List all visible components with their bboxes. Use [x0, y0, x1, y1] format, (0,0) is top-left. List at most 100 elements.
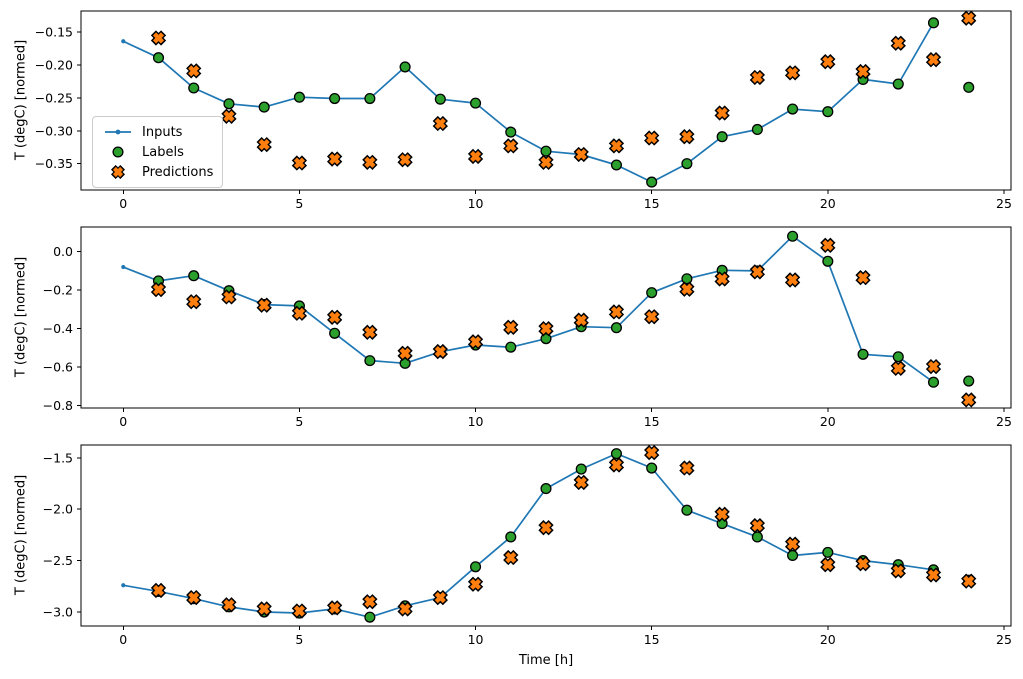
predictions-marker [432, 115, 448, 132]
legend-item-labels: Labels [103, 142, 214, 162]
labels-marker [364, 355, 376, 367]
labels-marker [399, 357, 411, 369]
predictions-marker [397, 345, 413, 361]
labels-marker [681, 158, 693, 170]
predictions-marker [221, 108, 237, 124]
x-tick-label: 15 [644, 632, 660, 647]
predictions-marker [538, 321, 554, 337]
labels-marker [610, 159, 623, 171]
labels-marker [787, 230, 799, 242]
labels-marker [681, 504, 693, 516]
predictions-marker [150, 30, 167, 46]
predictions-marker [150, 582, 167, 599]
inputs-line [122, 235, 934, 383]
labels-marker [540, 145, 552, 157]
labels-marker [927, 376, 940, 388]
inputs-point [121, 39, 126, 44]
predictions-marker [221, 597, 237, 613]
predictions-marker [432, 589, 448, 606]
predictions-marker [855, 269, 871, 286]
predictions-marker [397, 601, 413, 617]
predictions-marker [256, 297, 272, 313]
legend-item-predictions: Predictions [103, 162, 214, 182]
predictions-marker [326, 151, 343, 167]
predictions-marker [608, 304, 625, 320]
predictions-marker [503, 138, 519, 154]
legend-label-labels: Labels [142, 144, 184, 160]
labels-marker [540, 483, 552, 495]
x-tick-label: 10 [468, 632, 484, 647]
labels-marker [152, 52, 165, 64]
y-tick-label: −0.25 [35, 90, 73, 105]
predictions-marker [679, 129, 695, 145]
predictions-marker [820, 54, 836, 70]
predictions-marker [467, 334, 484, 350]
x-tick-label: 15 [644, 414, 660, 429]
predictions-marker [362, 594, 378, 610]
predictions-marker [503, 319, 519, 335]
labels-marker [293, 91, 305, 103]
predictions-marker [256, 601, 272, 617]
y-tick-label: −0.35 [35, 156, 73, 171]
inputs-line [123, 452, 934, 619]
x-tick-label: 25 [996, 414, 1012, 429]
subplot-2: 0 5 10 15 20 25 0.0 −0.2 −0.4 −0.6 −0.8 [43, 226, 1012, 429]
predictions-marker [186, 589, 202, 606]
labels-marker [364, 92, 376, 105]
predictions-marker [362, 324, 378, 340]
labels-marker [822, 546, 834, 558]
y-tick-label: −0.4 [43, 321, 73, 336]
predictions-marker [538, 520, 554, 536]
legend-label-predictions: Predictions [142, 164, 214, 180]
predictions-marker [608, 457, 625, 473]
labels-marker [505, 126, 517, 138]
labels-marker [610, 322, 623, 334]
y-tick-label: −0.8 [43, 398, 73, 413]
y-tick-label: −0.15 [35, 25, 73, 40]
predictions-marker [820, 237, 836, 253]
y-tick-label: −3.0 [43, 605, 73, 620]
labels-marker [505, 341, 517, 353]
line-dot-marker-icon [103, 125, 133, 139]
labels-marker [927, 17, 940, 29]
labels-marker [505, 531, 517, 543]
labels-marker [258, 101, 270, 113]
x-tick-label: 5 [295, 414, 303, 429]
labels-marker [610, 448, 623, 460]
predictions-marker [538, 154, 554, 171]
x-tick-label: 0 [119, 196, 127, 211]
subplot-1: 0 5 10 15 20 25 −0.15 −0.20 −0.25 −0.30 −0.35 [35, 10, 1012, 211]
labels-marker [399, 61, 411, 73]
predictions-marker [186, 63, 202, 79]
labels-marker [329, 327, 341, 339]
predictions-marker [855, 556, 871, 572]
y-tick-label: −0.6 [43, 360, 73, 375]
y-axis-label-subplot-3: T (degC) [normed] [13, 474, 29, 596]
predictions-marker [573, 312, 589, 328]
labels-marker [646, 462, 658, 474]
subplot-3: 0 5 10 15 20 25 −1.5 −2.0 −2.5 −3.0 [43, 444, 1012, 647]
x-tick-label: 25 [996, 632, 1012, 647]
predictions-marker [573, 474, 589, 491]
y-tick-label: −2.0 [43, 502, 73, 517]
predictions-marker [644, 130, 660, 146]
labels-marker [857, 348, 869, 360]
predictions-marker [749, 69, 766, 86]
predictions-marker [890, 35, 906, 51]
labels-marker [469, 561, 482, 573]
predictions-marker [150, 281, 167, 298]
predictions-marker [608, 138, 625, 154]
labels-marker [575, 463, 587, 475]
x-tick-label: 20 [820, 196, 836, 211]
predictions-marker [467, 148, 484, 165]
y-axis-label-subplot-2: T (degC) [normed] [13, 256, 29, 378]
labels-marker [963, 375, 975, 387]
predictions-marker [784, 272, 801, 288]
x-tick-label: 10 [468, 196, 484, 211]
predictions-marker [925, 52, 942, 68]
predictions-marker [679, 281, 695, 297]
predictions-marker [714, 105, 730, 121]
labels-marker [892, 351, 904, 363]
